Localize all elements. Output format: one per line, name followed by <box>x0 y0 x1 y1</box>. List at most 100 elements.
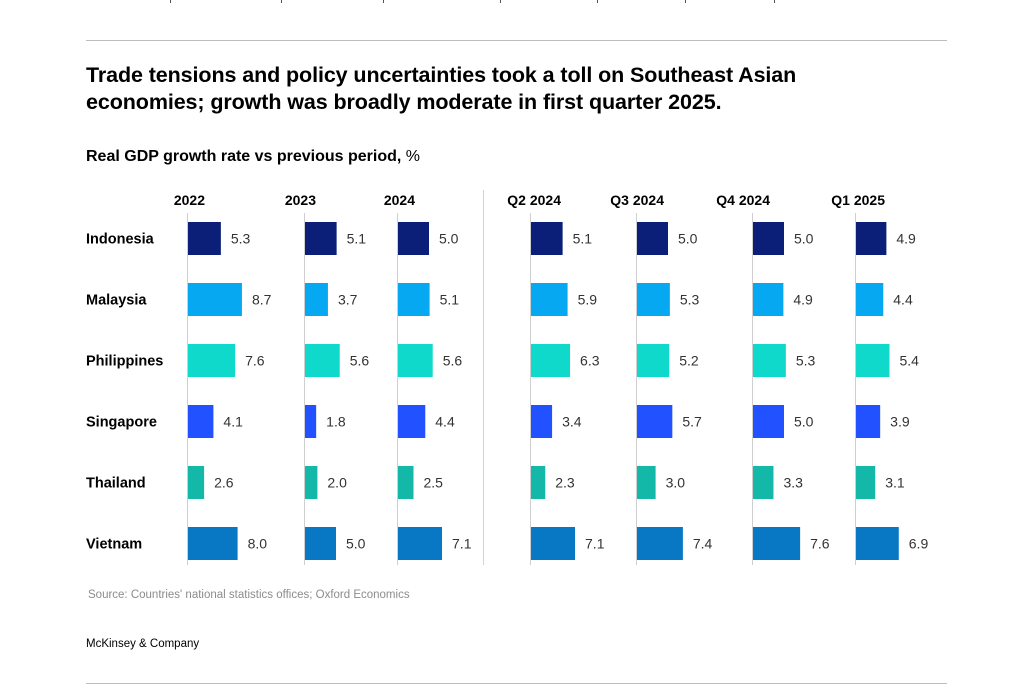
bar <box>753 222 784 255</box>
category-label: Vietnam <box>86 537 142 553</box>
data-label: 3.1 <box>885 475 905 491</box>
bar <box>531 222 563 255</box>
data-label: 5.1 <box>347 231 367 247</box>
bar <box>305 222 337 255</box>
data-label: 6.3 <box>580 353 600 369</box>
bar <box>531 283 568 316</box>
bar <box>305 283 328 316</box>
bar <box>531 344 571 377</box>
bar <box>531 527 576 560</box>
top-edge-tick <box>685 0 686 3</box>
bar <box>637 222 668 255</box>
data-label: 5.4 <box>899 353 919 369</box>
data-label: 4.9 <box>793 292 813 308</box>
bottom-divider <box>86 683 947 684</box>
data-label: 8.0 <box>248 536 268 552</box>
data-label: 3.0 <box>666 475 686 491</box>
bar <box>305 527 336 560</box>
data-label: 1.8 <box>326 414 346 430</box>
top-edge-tick <box>774 0 775 3</box>
panel-header: 2024 <box>384 192 415 208</box>
bar <box>531 466 546 499</box>
bar <box>398 466 414 499</box>
category-label: Philippines <box>86 354 163 370</box>
top-edge-tick <box>500 0 501 3</box>
source-note: Source: Countries' national statistics o… <box>88 589 410 601</box>
bar <box>753 283 784 316</box>
category-label: Malaysia <box>86 293 147 309</box>
bar <box>637 344 670 377</box>
data-label: 5.7 <box>682 414 702 430</box>
bar <box>531 405 553 438</box>
data-label: 5.3 <box>231 231 251 247</box>
top-edge-tick <box>383 0 384 3</box>
data-label: 6.9 <box>909 536 929 552</box>
bar <box>398 405 426 438</box>
data-label: 5.2 <box>679 353 699 369</box>
top-edge-tick <box>170 0 171 3</box>
data-label: 5.0 <box>678 231 698 247</box>
top-divider <box>86 40 947 41</box>
bar <box>856 283 884 316</box>
bar <box>188 466 205 499</box>
subtitle-unit: % <box>405 148 421 165</box>
data-label: 7.1 <box>452 536 472 552</box>
data-label: 4.4 <box>435 414 455 430</box>
brand-label: McKinsey & Company <box>86 638 200 650</box>
data-label: 3.9 <box>890 414 910 430</box>
bar <box>856 344 890 377</box>
bar <box>856 222 887 255</box>
data-label: 5.0 <box>794 231 814 247</box>
data-label: 3.3 <box>783 475 803 491</box>
category-label: Thailand <box>86 476 146 492</box>
data-label: 5.6 <box>350 353 370 369</box>
data-label: 2.0 <box>327 475 347 491</box>
category-label: Singapore <box>86 415 157 431</box>
data-label: 2.3 <box>555 475 575 491</box>
bar <box>637 527 683 560</box>
bar <box>398 344 433 377</box>
bar <box>188 405 214 438</box>
bar <box>637 466 656 499</box>
bar <box>856 527 899 560</box>
chart-subtitle: Real GDP growth rate vs previous period,… <box>86 148 420 166</box>
bar <box>753 344 786 377</box>
top-edge-tick <box>597 0 598 3</box>
data-label: 4.9 <box>896 231 916 247</box>
panel-header: Q1 2025 <box>831 192 885 208</box>
bar <box>398 527 443 560</box>
chart-title: Trade tensions and policy uncertainties … <box>86 63 797 114</box>
bar <box>398 283 430 316</box>
data-label: 5.0 <box>794 414 814 430</box>
data-label: 3.7 <box>338 292 358 308</box>
bar <box>856 405 881 438</box>
bar <box>637 405 673 438</box>
data-label: 4.1 <box>223 414 243 430</box>
data-label: 5.3 <box>680 292 700 308</box>
bar <box>305 466 318 499</box>
data-label: 5.1 <box>440 292 460 308</box>
data-label: 5.9 <box>578 292 598 308</box>
data-label: 8.7 <box>252 292 272 308</box>
data-label: 4.4 <box>893 292 913 308</box>
bar <box>305 344 340 377</box>
data-label: 5.1 <box>573 231 593 247</box>
data-label: 7.6 <box>245 353 265 369</box>
data-label: 5.0 <box>439 231 459 247</box>
panel-header: 2023 <box>285 192 316 208</box>
panel-header: Q4 2024 <box>716 192 770 208</box>
bar <box>856 466 876 499</box>
bar <box>753 466 774 499</box>
bar <box>188 283 242 316</box>
data-label: 2.5 <box>424 475 444 491</box>
category-label: Indonesia <box>86 232 155 248</box>
panel-header: 2022 <box>174 192 205 208</box>
bar <box>753 405 784 438</box>
data-label: 5.6 <box>443 353 463 369</box>
panel-header: Q2 2024 <box>507 192 561 208</box>
bar <box>637 283 670 316</box>
data-label: 7.4 <box>693 536 713 552</box>
data-label: 2.6 <box>214 475 234 491</box>
data-label: 5.3 <box>796 353 816 369</box>
